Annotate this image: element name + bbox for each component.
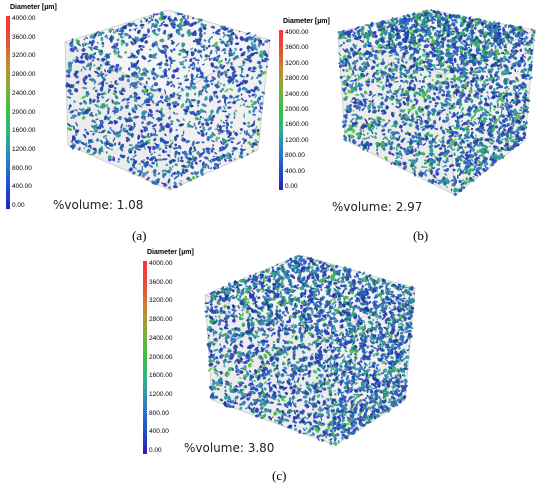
colorbar-tick: 2400.00 — [149, 334, 173, 342]
colorbar-tick: 400.00 — [285, 167, 305, 175]
pore-cube-c — [203, 254, 417, 446]
colorbar-c — [143, 261, 147, 454]
colorbar-tick: 2800.00 — [149, 316, 173, 324]
panel-b: Diameter [µm] 4000.00 3600.00 3200.00 2800.… — [275, 0, 550, 245]
colorbar-tick: 3200.00 — [12, 52, 36, 60]
colorbar-ticks-c: 4000.00 3600.00 3200.00 2800.00 2400.00 2000.… — [149, 260, 199, 454]
colorbar-tick: 1600.00 — [12, 127, 36, 135]
colorbar-tick: 800.00 — [285, 152, 305, 160]
colorbar-b — [279, 30, 283, 190]
colorbar-tick: 4000.00 — [285, 29, 309, 36]
colorbar-ticks-a: 4000.00 3600.00 3200.00 2800.00 2400.00 2000.… — [12, 15, 62, 209]
colorbar-tick: 3600.00 — [149, 278, 173, 286]
colorbar-title-b: Diameter [µm] — [283, 18, 330, 25]
caption-b: (b) — [413, 228, 429, 243]
colorbar-tick: 800.00 — [149, 409, 169, 417]
colorbar-tick: 3200.00 — [149, 297, 173, 305]
panel-c: Diameter [µm] 4000.00 3600.00 3200.00 2800.… — [130, 245, 430, 488]
pore-cube-a — [63, 9, 272, 191]
colorbar-ticks-b: 4000.00 3600.00 3200.00 2800.00 2400.00 2000.… — [285, 29, 335, 190]
colorbar-tick: 2400.00 — [285, 90, 309, 98]
colorbar-tick: 0.00 — [12, 202, 25, 209]
volume-label-a: %volume: 1.08 — [53, 198, 144, 212]
colorbar-tick: 0.00 — [149, 447, 162, 454]
colorbar-title-a: Diameter [µm] — [10, 4, 57, 11]
colorbar-tick: 1200.00 — [12, 145, 36, 153]
volume-label-c: %volume: 3.80 — [184, 441, 275, 455]
colorbar-tick: 1600.00 — [149, 372, 173, 380]
colorbar-title-c: Diameter [µm] — [147, 249, 194, 256]
volume-label-b: %volume: 2.97 — [332, 200, 423, 214]
colorbar-tick: 3600.00 — [285, 44, 309, 52]
colorbar-tick: 400.00 — [12, 183, 32, 191]
colorbar-tick: 3200.00 — [285, 59, 309, 67]
colorbar-tick: 800.00 — [12, 164, 32, 172]
pore-cube-b — [336, 9, 537, 196]
colorbar-tick: 4000.00 — [149, 260, 173, 267]
caption-a: (a) — [132, 228, 147, 243]
colorbar-tick: 2000.00 — [12, 108, 36, 116]
colorbar-tick: 3600.00 — [12, 33, 36, 41]
colorbar-tick: 2800.00 — [285, 75, 309, 83]
colorbar-a — [6, 16, 10, 209]
caption-c: (c) — [272, 468, 287, 483]
colorbar-tick: 1200.00 — [285, 136, 309, 144]
colorbar-tick: 1600.00 — [285, 121, 309, 129]
colorbar-tick: 1200.00 — [149, 390, 173, 398]
colorbar-tick: 4000.00 — [12, 15, 36, 22]
colorbar-tick: 2400.00 — [12, 89, 36, 97]
panel-a: Diameter [µm] 4000.00 3600.00 3200.00 2800.… — [0, 0, 275, 245]
colorbar-tick: 2000.00 — [149, 353, 173, 361]
colorbar-tick: 2800.00 — [12, 71, 36, 79]
colorbar-tick: 2000.00 — [285, 106, 309, 113]
colorbar-tick: 400.00 — [149, 428, 169, 436]
colorbar-tick: 0.00 — [285, 183, 298, 190]
